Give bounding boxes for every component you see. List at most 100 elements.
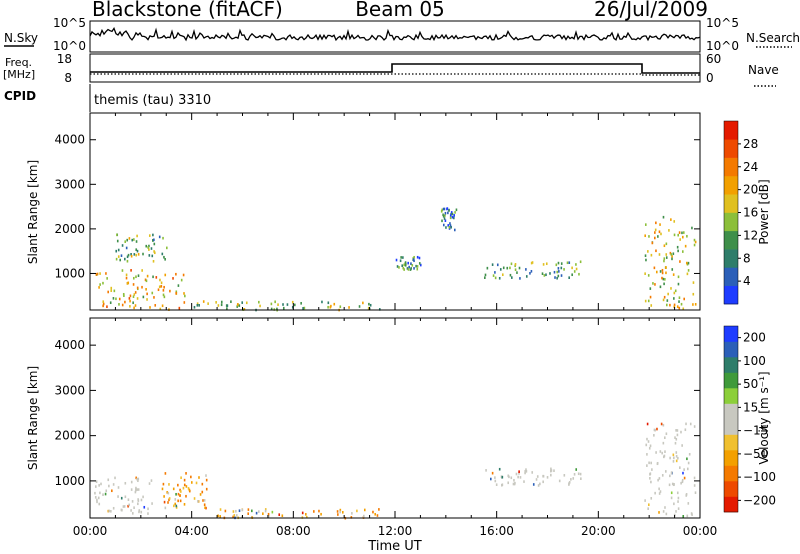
power-point <box>395 258 398 262</box>
power-colorbar-tick-label: 24 <box>743 160 758 174</box>
velocity-point <box>673 456 675 460</box>
power-point <box>494 276 497 280</box>
power-point <box>692 281 695 284</box>
power-point <box>238 304 241 307</box>
velocity-point <box>205 487 208 491</box>
power-point <box>329 305 332 309</box>
power-point <box>454 211 456 214</box>
noise-sky-trace <box>89 26 701 42</box>
velocity-point <box>135 488 137 492</box>
velocity-point <box>183 478 186 482</box>
velocity-point <box>363 514 365 518</box>
velocity-point <box>649 477 651 480</box>
velocity-point <box>579 472 582 476</box>
velocity-point <box>681 478 684 482</box>
power-point <box>159 278 161 282</box>
power-point <box>110 286 113 290</box>
power-point <box>163 295 166 299</box>
velocity-y-tick-label: 4000 <box>54 338 85 352</box>
velocity-point <box>573 473 576 476</box>
velocity-point <box>197 500 199 503</box>
power-point <box>645 258 647 262</box>
velocity-point <box>278 513 281 516</box>
power-point <box>145 279 148 283</box>
power-point <box>152 259 155 263</box>
power-point <box>144 278 147 282</box>
velocity-point <box>199 493 202 496</box>
velocity-point <box>255 511 258 515</box>
power-point <box>571 273 573 277</box>
power-point <box>665 242 668 246</box>
velocity-point <box>96 498 98 502</box>
velocity-point <box>688 452 691 456</box>
power-point <box>670 253 673 256</box>
velocity-point <box>193 497 196 500</box>
power-point <box>691 226 693 230</box>
power-point <box>150 247 153 250</box>
power-point <box>494 271 496 274</box>
power-point <box>682 231 685 234</box>
power-point <box>655 270 658 274</box>
power-point <box>125 276 128 280</box>
x-axis-label: Time UT <box>367 539 421 554</box>
power-point <box>658 253 661 256</box>
velocity-point <box>673 502 675 506</box>
power-point <box>135 248 138 251</box>
power-point <box>166 246 168 250</box>
velocity-point <box>163 495 165 498</box>
power-point <box>670 287 672 290</box>
power-point <box>655 249 657 253</box>
power-point <box>134 304 137 307</box>
velocity-point <box>670 471 673 475</box>
velocity-colorbar-swatch <box>724 481 738 497</box>
power-point <box>455 208 458 212</box>
velocity-point <box>524 469 526 473</box>
power-point <box>682 235 684 239</box>
velocity-point <box>677 496 680 500</box>
power-point <box>578 272 580 276</box>
velocity-point <box>677 507 680 510</box>
power-point <box>661 268 664 272</box>
velocity-point <box>675 451 678 454</box>
power-y-axis-label: Slant Range [km] <box>26 160 40 264</box>
velocity-colorbar-swatch <box>724 450 738 466</box>
velocity-point <box>136 477 138 481</box>
velocity-point <box>177 499 179 503</box>
power-point <box>654 231 656 234</box>
power-point <box>277 303 279 306</box>
power-point <box>692 292 695 296</box>
velocity-point <box>691 513 693 516</box>
power-point <box>553 270 556 274</box>
velocity-point <box>524 471 526 475</box>
velocity-point <box>531 471 534 474</box>
velocity-x-axis: 00:00 04:00 08:00 12:00 16:00 20:00 00:00 <box>73 318 717 538</box>
power-point <box>400 256 402 259</box>
power-point <box>121 244 124 247</box>
velocity-point <box>676 433 679 437</box>
velocity-point <box>656 427 658 431</box>
velocity-point <box>673 483 675 486</box>
noise-sky-label: N.Sky <box>4 31 38 45</box>
velocity-point <box>572 477 575 480</box>
velocity-point <box>179 499 182 503</box>
power-point <box>396 265 399 268</box>
power-point <box>673 305 676 309</box>
power-point <box>573 270 576 273</box>
velocity-point <box>676 491 679 495</box>
velocity-point <box>185 472 187 475</box>
power-point <box>116 233 118 237</box>
velocity-point <box>168 498 170 502</box>
velocity-colorbar-swatch <box>724 496 738 513</box>
power-point <box>115 257 118 261</box>
velocity-point <box>693 484 696 487</box>
velocity-point <box>201 490 204 494</box>
power-point <box>443 217 446 220</box>
power-point <box>241 301 244 304</box>
power-point <box>118 303 120 306</box>
power-colorbar-swatch <box>724 139 738 158</box>
power-point <box>137 274 140 277</box>
power-point <box>102 302 105 306</box>
power-colorbar-tick-label: 4 <box>743 274 751 288</box>
power-point <box>445 226 447 229</box>
power-point <box>510 262 513 266</box>
